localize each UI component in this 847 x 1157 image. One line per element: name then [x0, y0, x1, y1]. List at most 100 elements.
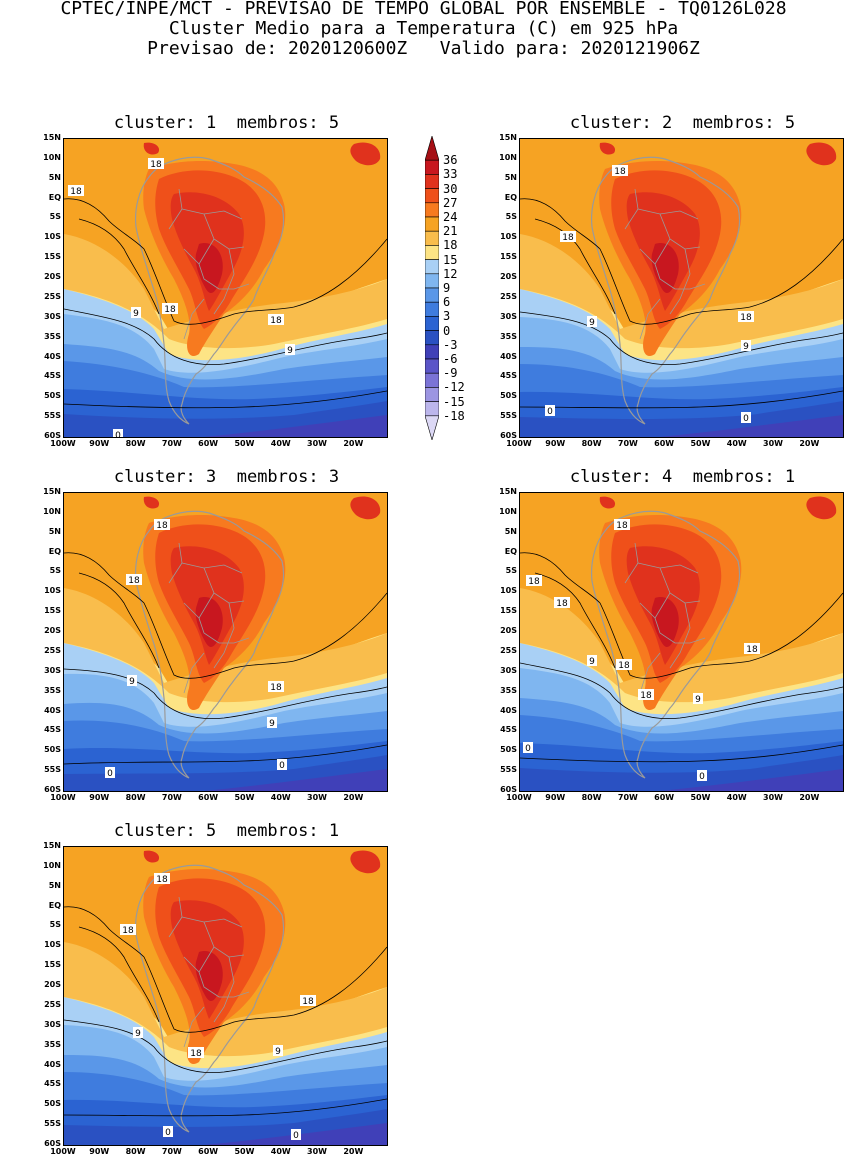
- lat-tick-label: 15N: [499, 487, 517, 496]
- contour-label: 9: [127, 675, 137, 687]
- contour-line: [64, 744, 387, 765]
- svg-text:18: 18: [618, 661, 630, 671]
- colorbar-level-label: 30: [443, 181, 458, 196]
- svg-text:9: 9: [133, 309, 139, 319]
- contour-label: 9: [131, 307, 141, 319]
- temperature-band: [64, 234, 387, 349]
- svg-text:18: 18: [164, 305, 176, 315]
- svg-text:0: 0: [293, 1131, 299, 1141]
- temperature-band: [350, 850, 381, 874]
- lat-tick-label: EQ: [504, 546, 517, 556]
- colorbar-band: [425, 316, 439, 331]
- svg-text:9: 9: [135, 1029, 141, 1039]
- contour-label: 18: [68, 185, 84, 197]
- lon-tick-label: 30W: [307, 439, 328, 448]
- lat-tick-label: 50S: [500, 745, 517, 755]
- temperature-band: [64, 942, 387, 1057]
- lon-tick-label: 80W: [581, 793, 602, 802]
- colorbar-level-label: -12: [443, 380, 465, 395]
- contour-label: 9: [587, 316, 597, 328]
- colorbar-band: [425, 216, 439, 232]
- svg-text:18: 18: [122, 926, 134, 936]
- contour-label: 18: [300, 995, 316, 1007]
- lat-tick-label: 30S: [500, 311, 517, 321]
- lat-tick-label: 5N: [504, 172, 517, 182]
- country-border: [168, 896, 183, 938]
- lat-tick-label: 20S: [500, 272, 517, 282]
- lon-tick-label: 80W: [125, 793, 146, 802]
- contour-line: [520, 390, 843, 409]
- contour-label: 9: [741, 340, 751, 352]
- contour-label: 18: [612, 165, 628, 177]
- lat-tick-label: 55S: [500, 411, 517, 421]
- country-border: [183, 1006, 205, 1048]
- temperature-band: [195, 951, 223, 1002]
- lon-tick-label: 70W: [617, 439, 638, 448]
- lon-tick-label: 20W: [799, 793, 820, 802]
- lat-tick-label: 30S: [44, 665, 61, 675]
- panel-title-2: cluster: 2 membros: 5: [569, 113, 796, 133]
- colorbar-level-label: -9: [443, 366, 458, 381]
- header-line-3: Previsao de: 2020120600Z Valido para: 20…: [147, 38, 700, 59]
- lon-tick-label: 30W: [307, 793, 328, 802]
- coastline: [134, 864, 285, 1133]
- contour-label: 9: [587, 655, 597, 667]
- contour-label: 0: [741, 412, 751, 424]
- map-canvas: 18 18 18 9 9 0 0: [64, 493, 387, 791]
- country-border: [181, 916, 243, 928]
- contour-label: 18: [554, 597, 570, 609]
- contour-label: 18: [126, 574, 142, 586]
- colorbar-band: [425, 358, 439, 374]
- temperature-band: [806, 496, 837, 520]
- lat-tick-label: 5N: [48, 880, 61, 890]
- lon-tick-label: 100W: [506, 439, 532, 448]
- lon-tick-label: 50W: [234, 1147, 255, 1156]
- country-border: [637, 562, 699, 574]
- contour-label: 18: [148, 158, 164, 170]
- contour-label: 0: [545, 405, 555, 417]
- colorbar-band: [425, 174, 439, 189]
- colorbar-band: [425, 188, 439, 204]
- temperature-band: [204, 769, 387, 791]
- country-border: [219, 283, 250, 290]
- country-border: [168, 542, 183, 584]
- lat-tick-label: 25S: [44, 999, 61, 1009]
- lat-tick-label: 15N: [43, 487, 61, 496]
- lat-tick-label: 55S: [500, 765, 517, 775]
- temperature-band: [660, 415, 843, 437]
- contour-label: 18: [268, 681, 284, 693]
- lat-tick-label: 35S: [44, 685, 61, 695]
- country-border: [219, 991, 250, 998]
- lat-tick-label: 55S: [44, 1119, 61, 1129]
- lat-tick-label: 25S: [500, 291, 517, 301]
- lat-tick-label: EQ: [48, 192, 61, 202]
- lat-tick-label: 30S: [44, 311, 61, 321]
- contour-label: 18: [154, 519, 170, 531]
- lon-tick-label: 90W: [545, 793, 566, 802]
- temperature-band: [143, 496, 160, 509]
- svg-text:9: 9: [695, 695, 701, 705]
- contour-line: [520, 662, 843, 719]
- colorbar-band: [425, 372, 439, 388]
- contour-label: 18: [188, 1047, 204, 1059]
- lon-tick-label: 100W: [50, 439, 76, 448]
- lon-tick-label: 50W: [234, 439, 255, 448]
- svg-text:18: 18: [70, 187, 82, 197]
- map-canvas: 18 18 18 9 9 0 0: [520, 139, 843, 437]
- lat-tick-label: 40S: [44, 351, 61, 361]
- lon-tick-label: 30W: [763, 439, 784, 448]
- temperature-band: [143, 850, 160, 863]
- colorbar-level-label: -6: [443, 352, 458, 366]
- lat-tick-label: 10N: [43, 506, 61, 516]
- country-border: [183, 298, 205, 340]
- lon-tick-label: 30W: [763, 793, 784, 802]
- svg-text:0: 0: [699, 772, 705, 782]
- lat-tick-label: 25S: [44, 645, 61, 655]
- colorbar-band: [425, 401, 439, 417]
- colorbar-level-label: 0: [443, 323, 451, 338]
- coastline: [134, 156, 285, 425]
- country-border: [203, 213, 245, 250]
- lon-tick-label: 50W: [690, 439, 711, 448]
- lon-tick-label: 60W: [198, 439, 219, 448]
- lon-tick-label: 40W: [270, 1147, 291, 1156]
